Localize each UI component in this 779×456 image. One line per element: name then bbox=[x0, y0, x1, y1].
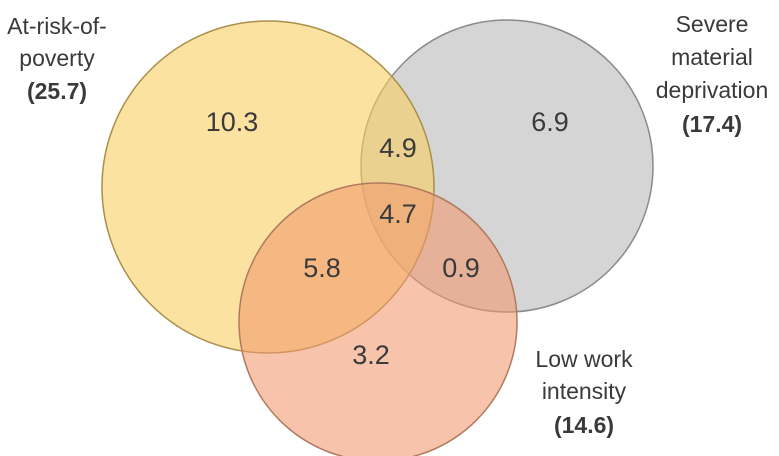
region-deprivation-only-value: 6.9 bbox=[531, 107, 569, 137]
set-total-value: (25.7) bbox=[27, 78, 87, 104]
region-poverty-work-value: 5.8 bbox=[303, 253, 341, 283]
set-total-value: (14.6) bbox=[554, 412, 614, 438]
set-label-line: deprivation bbox=[656, 77, 769, 103]
set-label-severe-material-deprivation: Severe material deprivation (17.4) bbox=[656, 11, 769, 137]
set-label-line: At-risk-of- bbox=[7, 13, 107, 39]
set-label-low-work-intensity: Low work intensity (14.6) bbox=[535, 346, 633, 438]
set-label-line: intensity bbox=[542, 378, 627, 404]
set-label-line: Low work bbox=[535, 346, 633, 372]
region-poverty-deprivation-value: 4.9 bbox=[379, 133, 417, 163]
region-deprivation-work-value: 0.9 bbox=[442, 253, 480, 283]
set-label-at-risk-of-poverty: At-risk-of- poverty (25.7) bbox=[7, 13, 107, 104]
region-work-only-value: 3.2 bbox=[352, 340, 390, 370]
region-all-three-value: 4.7 bbox=[379, 199, 417, 229]
set-total-value: (17.4) bbox=[682, 111, 742, 137]
region-poverty-only-value: 10.3 bbox=[206, 107, 259, 137]
set-label-line: material bbox=[671, 44, 753, 70]
set-label-line: Severe bbox=[676, 11, 749, 37]
set-label-line: poverty bbox=[19, 45, 95, 71]
set-circle-low-work-intensity bbox=[238, 182, 518, 456]
